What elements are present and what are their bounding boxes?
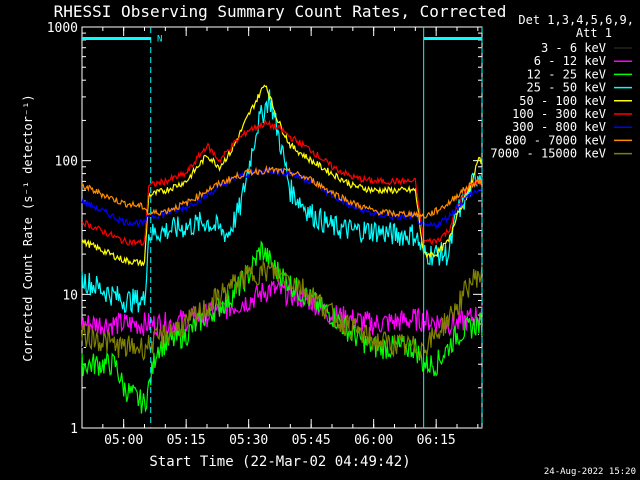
chart-title: RHESSI Observing Summary Count Rates, Co… <box>54 2 507 21</box>
legend-header-att: Att 1 <box>576 26 612 40</box>
y-axis-label: Corrected Count Rate (s⁻¹ detector⁻¹) <box>21 94 35 361</box>
legend-label-1: 6 - 12 keV <box>534 54 606 68</box>
attenuator-label: N <box>157 35 162 45</box>
x-tick-label: 05:15 <box>167 433 206 448</box>
legend-label-6: 300 - 800 keV <box>512 120 606 134</box>
x-tick-label: 05:45 <box>292 433 331 448</box>
y-tick-label: 1000 <box>47 21 78 36</box>
x-tick-label: 06:15 <box>417 433 456 448</box>
series-line-3 <box>81 89 483 315</box>
legend-label-4: 50 - 100 keV <box>519 94 606 108</box>
x-tick-label: 06:00 <box>354 433 393 448</box>
y-tick-label: 1 <box>70 422 78 437</box>
series-line-5 <box>82 118 483 247</box>
series-line-7 <box>81 164 483 219</box>
y-tick-label: 100 <box>55 155 78 170</box>
x-tick-label: 05:00 <box>104 433 143 448</box>
y-tick-label: 10 <box>62 288 78 303</box>
series-line-0 <box>81 297 483 387</box>
series-line-8 <box>81 259 483 362</box>
legend-label-0: 3 - 6 keV <box>541 41 606 55</box>
legend-label-5: 100 - 300 keV <box>512 107 606 121</box>
legend-label-8: 7000 - 15000 keV <box>490 147 606 161</box>
x-tick-label: 05:30 <box>229 433 268 448</box>
legend-label-2: 12 - 25 keV <box>527 67 606 81</box>
legend-label-7: 800 - 7000 keV <box>505 133 606 147</box>
legend-header: Det 1,3,4,5,6,9, <box>518 13 634 27</box>
series-line-2 <box>81 240 483 414</box>
legend-label-3: 25 - 50 keV <box>527 81 606 95</box>
plot-area: 1 10 100 1000 05:00 05:15 05:30 05:45 06:00 06:15… <box>47 21 483 448</box>
footer-timestamp: 24-Aug-2022 15:20 <box>544 467 636 477</box>
x-axis-label: Start Time (22-Mar-02 04:49:42) <box>149 454 410 470</box>
